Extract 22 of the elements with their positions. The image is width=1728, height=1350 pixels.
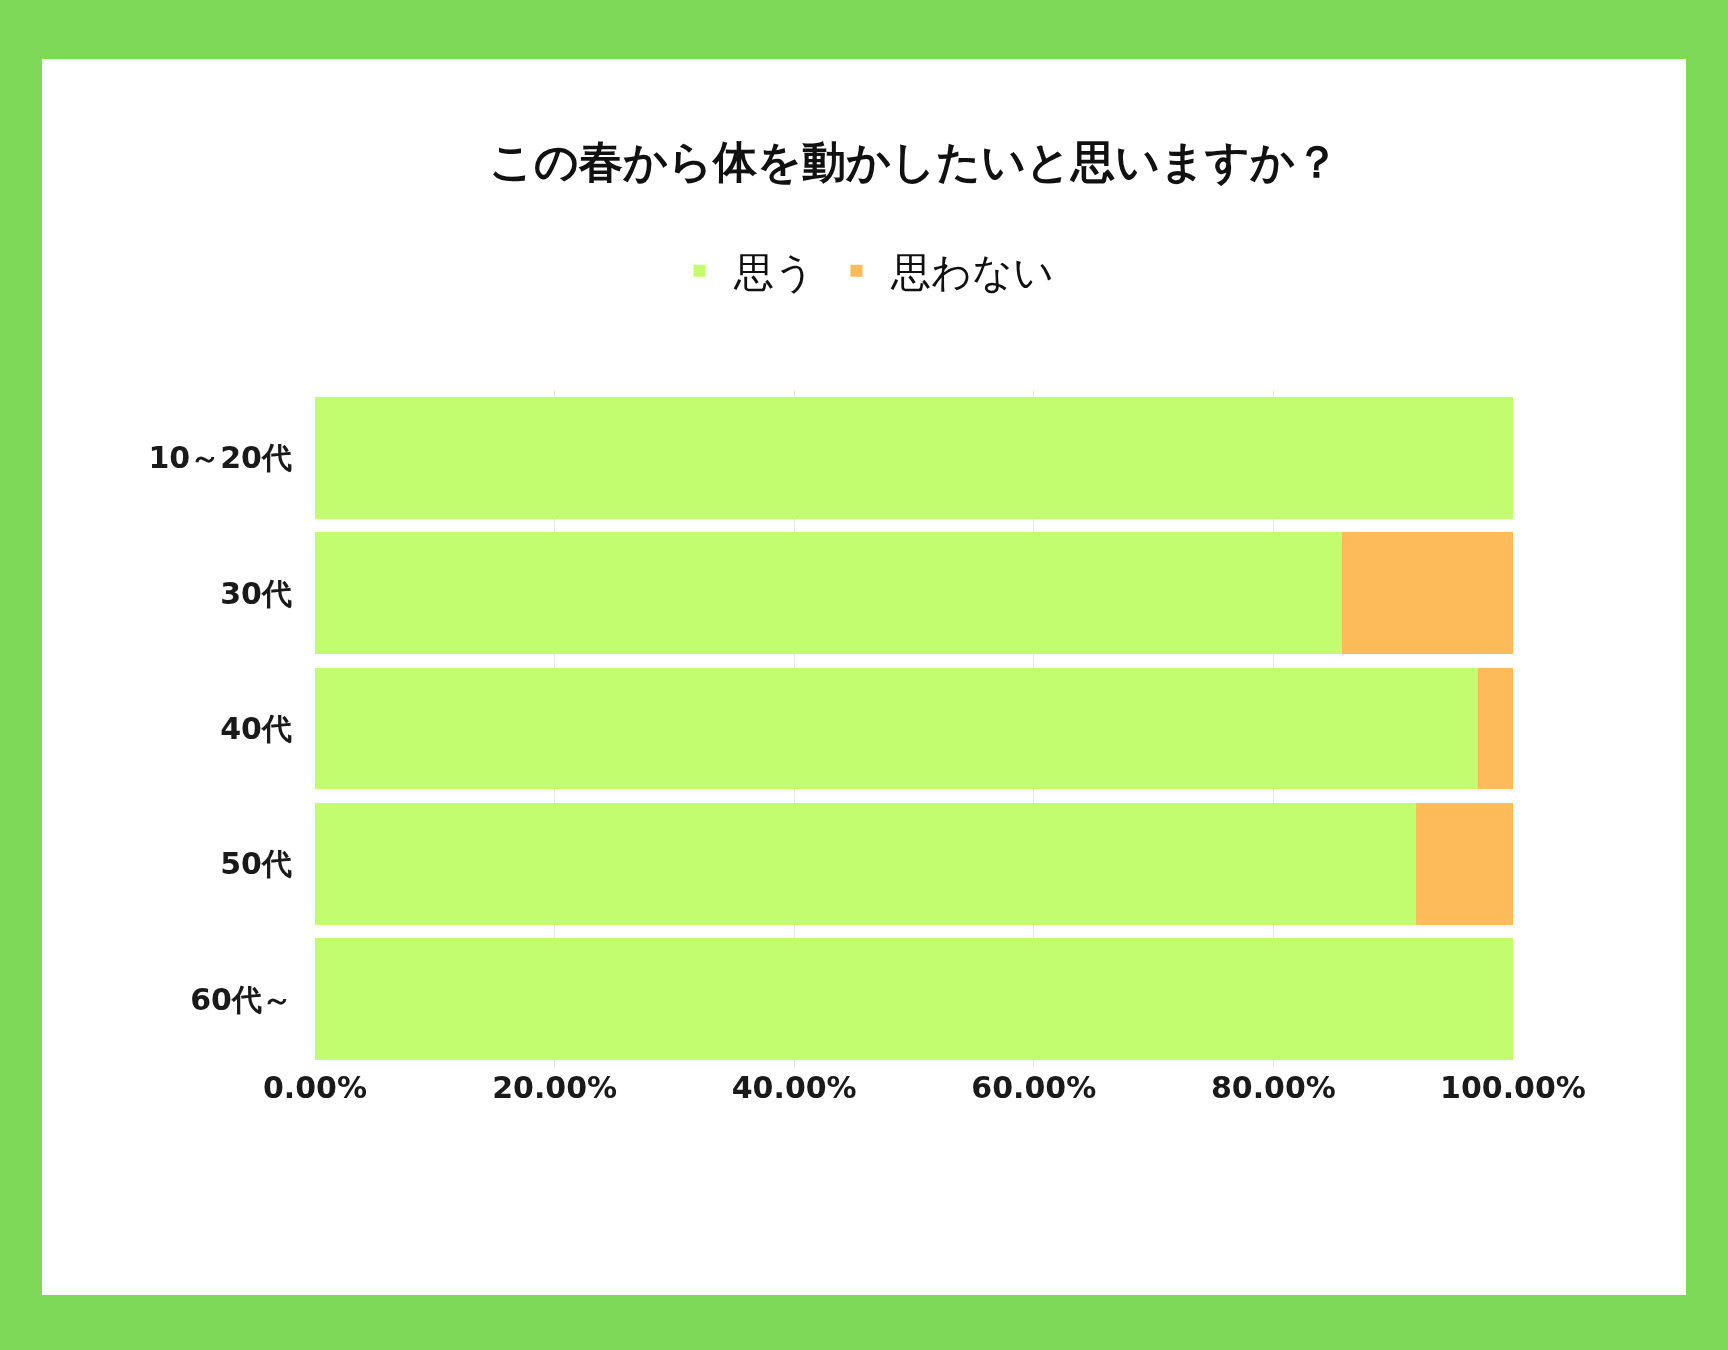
x-tick-label: 60.00% [971, 1070, 1097, 1105]
bar [315, 938, 1513, 1061]
y-tick-label: 10～20代 [148, 440, 292, 476]
bar [1341, 532, 1513, 655]
y-tick-label: 50代 [220, 846, 292, 882]
bar [1478, 667, 1513, 790]
x-tick-label: 100.00% [1440, 1070, 1586, 1105]
x-tick-label: 0.00% [262, 1070, 368, 1105]
legend-label: 思う [733, 249, 816, 296]
bar [1415, 802, 1513, 925]
y-tick-label: 40代 [220, 711, 292, 746]
bar [315, 532, 1342, 655]
x-tick-label: 20.00% [492, 1070, 618, 1105]
y-tick-label: 60代～ [190, 981, 292, 1017]
legend-label: 思わない [890, 249, 1055, 296]
y-tick-label: 30代 [220, 575, 292, 611]
x-tick-label: 40.00% [731, 1070, 857, 1105]
chart-title: この春から体を動かしたいと思いますか？ [489, 136, 1339, 188]
bar [315, 667, 1479, 790]
bar [315, 802, 1416, 925]
bar [315, 396, 1513, 519]
x-tick-label: 80.00% [1210, 1070, 1336, 1105]
